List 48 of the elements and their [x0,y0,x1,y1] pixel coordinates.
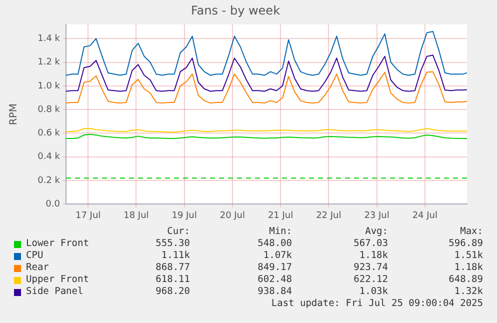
text: 1.51k [454,250,483,262]
text: 938.84 [258,286,292,298]
text: Cur: [167,226,190,238]
text: 1.18k [359,250,388,262]
y-tick-label: 0.6 k [38,128,61,139]
text: 1.11k [161,250,190,262]
x-tick-label: 19 Jul [172,210,197,221]
text: 622.12 [354,274,388,286]
text: 555.30 [156,238,190,250]
y-tick-label: 0.4 k [38,152,61,162]
y-axis-title: RPM [8,103,20,126]
text: Avg: [365,226,388,238]
text: 849.17 [258,262,292,274]
text: Max: [460,226,483,238]
y-tick-label: 0.8 k [38,104,61,115]
text: 602.48 [258,274,292,286]
x-tick-label: 17 Jul [75,210,101,221]
text: Last update: Fri Jul 25 09:00:04 2025 [271,298,483,310]
legend-label: Rear [26,262,49,274]
x-tick-label: 21 Jul [268,210,294,221]
text: 1.32k [454,286,483,298]
y-tick-label: 1.0 k [38,81,61,92]
legend-label: CPU [26,250,44,262]
chart-title: Fans - by week [190,3,280,18]
text: 618.11 [156,274,190,286]
text: 1.07k [263,250,292,262]
y-tick-label: 1.4 k [38,34,61,44]
legend-label: Lower Front [26,238,89,250]
text: Min: [269,226,292,238]
text: 1.18k [454,262,483,274]
y-tick-label: 0.2 k [38,176,61,186]
x-tick-label: 20 Jul [220,210,245,221]
text: 648.89 [448,274,483,286]
y-tick-label: 1.2 k [38,58,61,68]
text: 596.89 [448,238,483,250]
y-tick-label: 0.0 [46,200,60,210]
text: 548.00 [258,238,292,250]
text: 923.74 [354,262,388,274]
x-tick-label: 24 Jul [412,210,438,221]
text: 1.03k [359,286,388,298]
x-tick-label: 23 Jul [364,210,390,221]
x-tick-label: 22 Jul [316,210,342,221]
text: 868.77 [156,262,190,274]
x-tick-label: 18 Jul [124,210,149,221]
text: 968.20 [156,286,190,298]
text: 567.03 [354,238,388,250]
legend-label: Side Panel [26,286,84,298]
legend-label: Upper Front [26,274,89,286]
